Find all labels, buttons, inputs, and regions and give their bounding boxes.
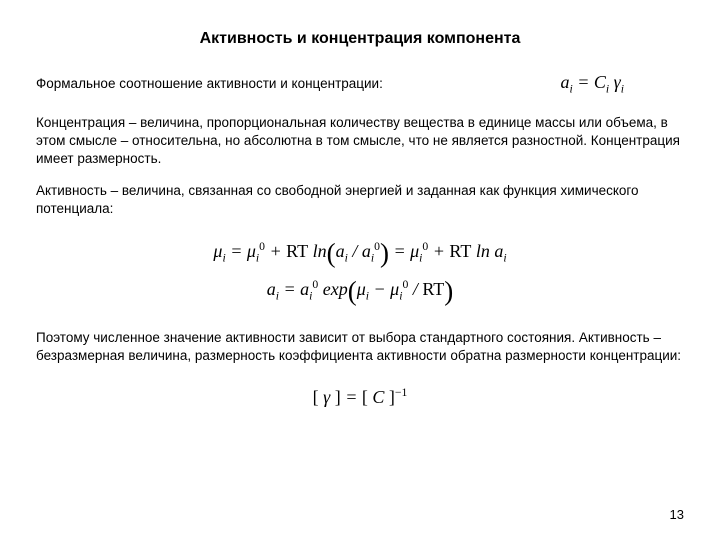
paragraph-conclusion: Поэтому численное значение активности за…: [36, 329, 684, 365]
relation-row: Формальное соотношение активности и конц…: [36, 72, 684, 96]
formula-relation: ai = Ci γi: [561, 72, 625, 96]
page-number: 13: [670, 507, 684, 522]
equation-block: μi = μi0 + RT ln(ai / ai0) = μi0 + RT ln…: [36, 233, 684, 309]
page-title: Активность и концентрация компонента: [36, 30, 684, 48]
formula-a: ai = ai0 exp(μi − μi0 / RT): [36, 271, 684, 309]
paragraph-activity-intro: Активность – величина, связанная со своб…: [36, 182, 684, 218]
paragraph-concentration: Концентрация – величина, пропорциональна…: [36, 114, 684, 169]
formula-mu: μi = μi0 + RT ln(ai / ai0) = μi0 + RT ln…: [36, 233, 684, 271]
document-page: Активность и концентрация компонента Фор…: [0, 0, 720, 540]
formula-dimension: [ γ ] = [ C ]−1: [36, 379, 684, 417]
relation-label: Формальное соотношение активности и конц…: [36, 75, 383, 93]
